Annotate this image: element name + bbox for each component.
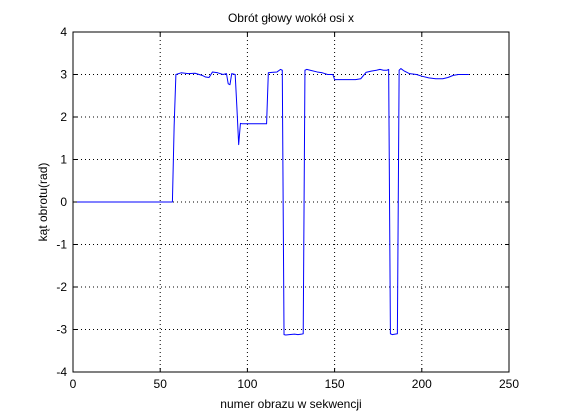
x-tick-label: 50 xyxy=(154,377,168,391)
y-tick-label: -4 xyxy=(56,365,67,379)
y-tick-label: 4 xyxy=(60,25,67,39)
x-tick-label: 200 xyxy=(412,377,432,391)
x-axis-label: numer obrazu w sekwencji xyxy=(220,397,361,411)
y-tick-label: -2 xyxy=(56,280,67,294)
y-tick-label: -3 xyxy=(56,323,67,337)
x-tick-label: 250 xyxy=(499,377,519,391)
x-tick-label: 150 xyxy=(325,377,345,391)
y-tick-label: 1 xyxy=(60,153,67,167)
y-tick-label: 2 xyxy=(60,110,67,124)
y-tick-label: -1 xyxy=(56,238,67,252)
y-axis-label: kąt obrotu(rad) xyxy=(36,163,50,242)
y-tick-label: 0 xyxy=(60,195,67,209)
chart-title: Obrót głowy wokół osi x xyxy=(228,11,354,25)
series-line xyxy=(73,68,469,336)
x-tick-label: 0 xyxy=(70,377,77,391)
series-layer xyxy=(73,68,469,336)
ticks: 0 50 100 150 200 250 -4 -3 -2 -1 0 1 2 3 4 xyxy=(56,25,519,391)
y-tick-label: 3 xyxy=(60,68,67,82)
x-tick-label: 100 xyxy=(237,377,257,391)
